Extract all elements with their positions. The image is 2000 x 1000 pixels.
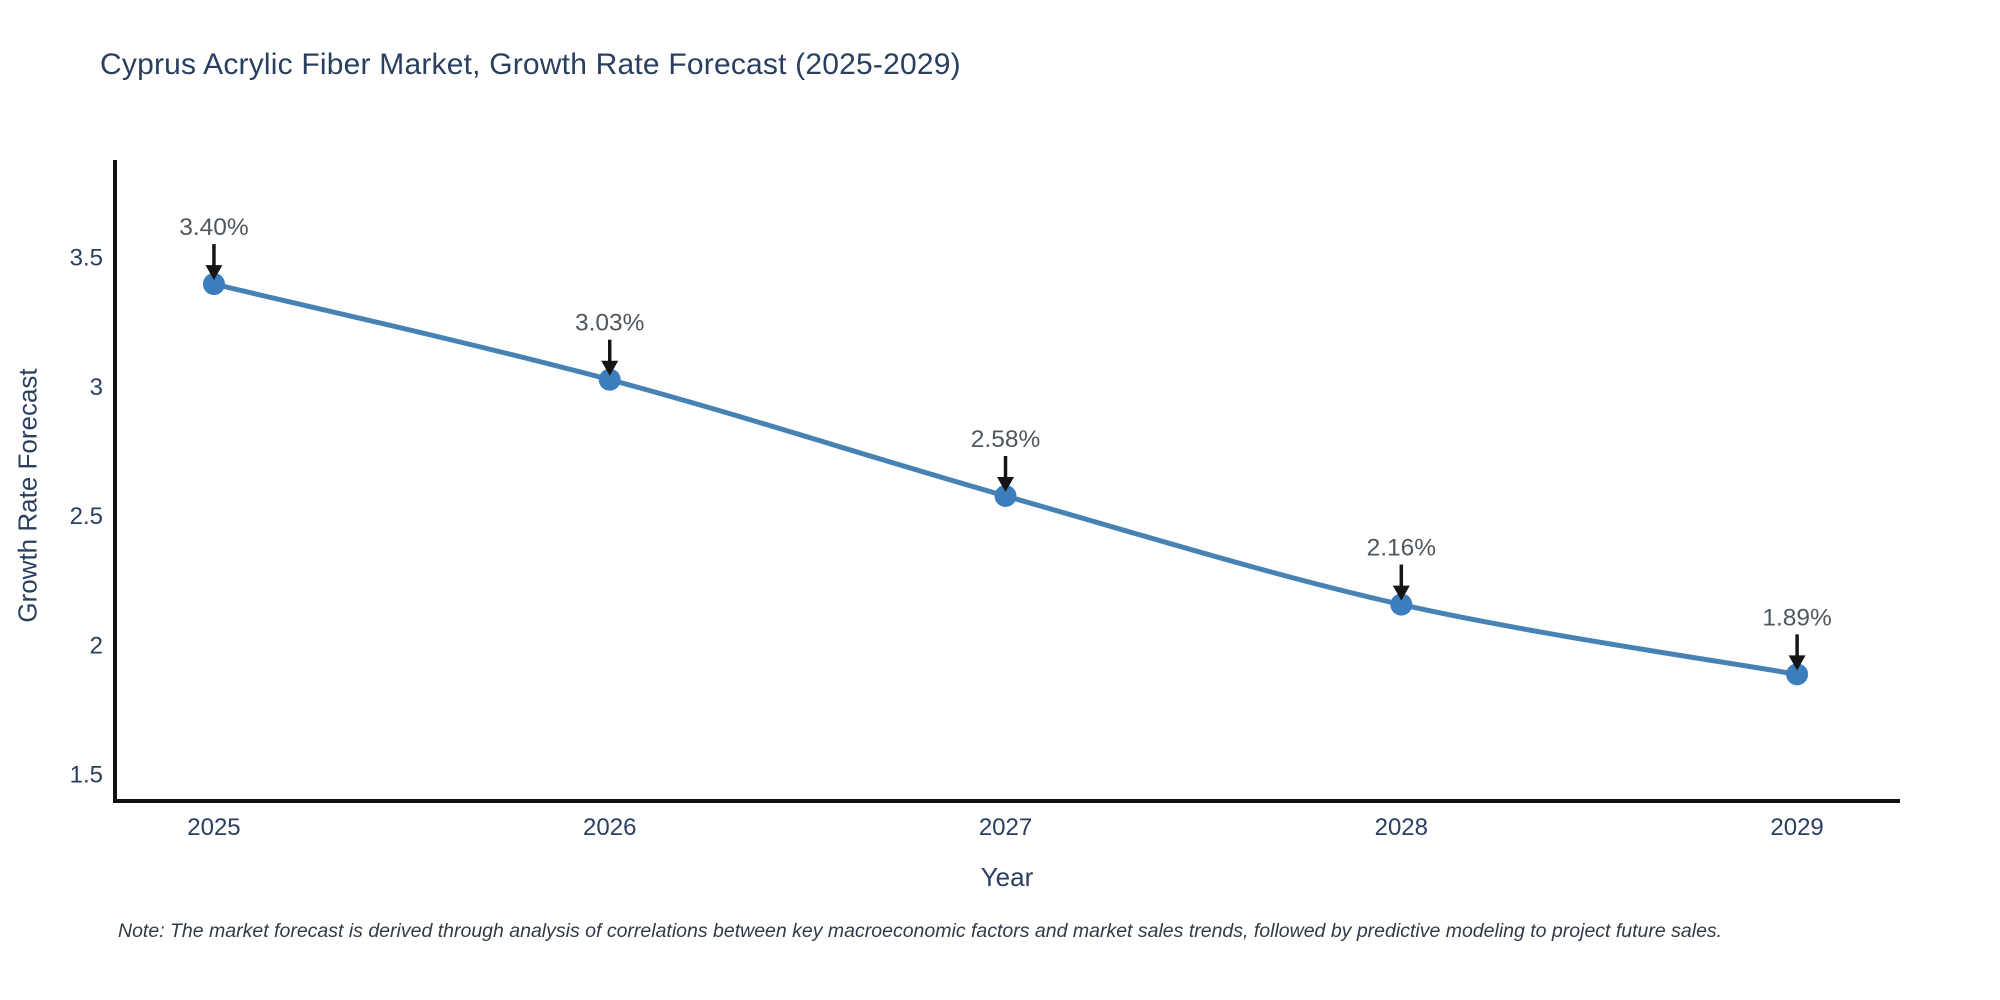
- tick-labels: 1.5 2 2.5 3 3.5 2025 2026 2027 2028 2029: [70, 245, 1824, 841]
- point-annotations: 3.40% 3.03% 2.58% 2.16% 1.89%: [179, 214, 1832, 671]
- data-point-2026: [598, 368, 621, 391]
- point-annotation-2029: 1.89%: [1762, 604, 1831, 631]
- data-point-2025: [202, 273, 225, 296]
- x-tick-label-2028: 2028: [1375, 814, 1428, 841]
- x-axis-title: Year: [980, 862, 1034, 892]
- annotation-arrowhead-icon: [601, 360, 619, 376]
- data-point-2028: [1390, 593, 1413, 616]
- y-tick-label-3.5: 3.5: [70, 245, 103, 272]
- x-tick-label-2026: 2026: [583, 814, 636, 841]
- point-annotation-2026: 3.03%: [575, 310, 644, 337]
- data-point-markers: [202, 273, 1809, 686]
- x-tick-label-2029: 2029: [1770, 814, 1823, 841]
- point-annotation-2025: 3.40%: [179, 214, 248, 241]
- y-tick-label-1.5: 1.5: [70, 762, 103, 789]
- axes: [113, 160, 1900, 803]
- chart-note: Note: The market forecast is derived thr…: [118, 920, 1723, 942]
- point-annotation-2028: 2.16%: [1367, 535, 1436, 562]
- annotation-arrowhead-icon: [1788, 655, 1806, 671]
- x-tick-label-2027: 2027: [979, 814, 1032, 841]
- data-point-2029: [1786, 663, 1809, 686]
- data-point-2027: [994, 485, 1017, 508]
- point-annotation-2027: 2.58%: [971, 426, 1040, 453]
- y-tick-label-2: 2: [90, 632, 103, 659]
- annotation-arrowhead-icon: [205, 265, 223, 281]
- y-tick-label-3: 3: [90, 374, 103, 401]
- annotation-arrowhead-icon: [997, 477, 1015, 493]
- chart-title: Cyprus Acrylic Fiber Market, Growth Rate…: [100, 48, 961, 81]
- annotation-arrowhead-icon: [1392, 585, 1410, 601]
- y-tick-label-2.5: 2.5: [70, 503, 103, 530]
- x-tick-label-2025: 2025: [187, 814, 240, 841]
